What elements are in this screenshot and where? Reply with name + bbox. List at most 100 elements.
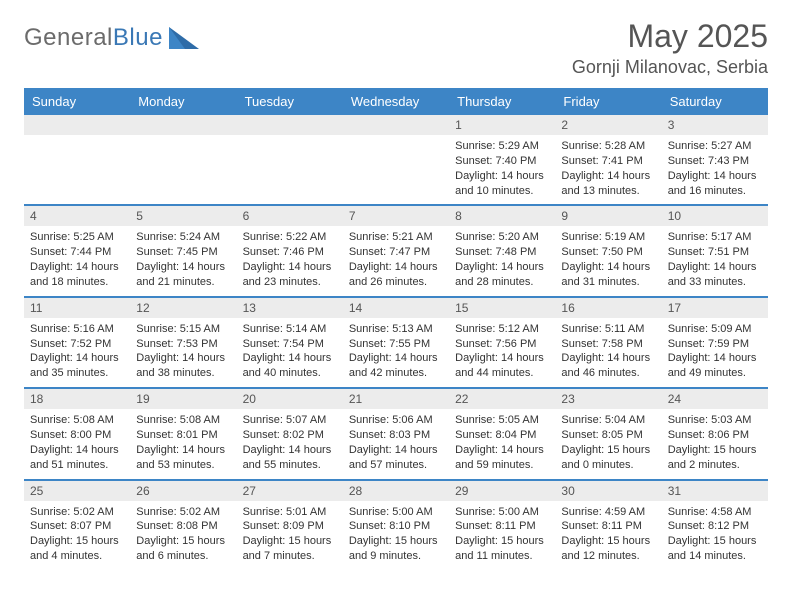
day-l2: Sunset: 7:58 PM bbox=[561, 337, 655, 352]
day-l2: Sunset: 8:05 PM bbox=[561, 428, 655, 443]
day-l4: and 38 minutes. bbox=[136, 366, 230, 381]
week-row: 18Sunrise: 5:08 AMSunset: 8:00 PMDayligh… bbox=[24, 387, 768, 478]
week-row: 25Sunrise: 5:02 AMSunset: 8:07 PMDayligh… bbox=[24, 479, 768, 570]
day-l4: and 21 minutes. bbox=[136, 275, 230, 290]
day-l2: Sunset: 7:45 PM bbox=[136, 245, 230, 260]
day-l3: Daylight: 14 hours bbox=[349, 260, 443, 275]
day-l3: Daylight: 15 hours bbox=[455, 534, 549, 549]
day-l2: Sunset: 8:07 PM bbox=[30, 519, 124, 534]
day-cell: 13Sunrise: 5:14 AMSunset: 7:54 PMDayligh… bbox=[237, 298, 343, 387]
day-cell: 29Sunrise: 5:00 AMSunset: 8:11 PMDayligh… bbox=[449, 481, 555, 570]
calendar: Sunday Monday Tuesday Wednesday Thursday… bbox=[24, 88, 768, 570]
day-cell: 30Sunrise: 4:59 AMSunset: 8:11 PMDayligh… bbox=[555, 481, 661, 570]
day-l2: Sunset: 8:02 PM bbox=[243, 428, 337, 443]
day-number: 7 bbox=[343, 206, 449, 226]
logo-word-1: General bbox=[24, 24, 113, 51]
day-cell bbox=[130, 115, 236, 204]
day-cell: 3Sunrise: 5:27 AMSunset: 7:43 PMDaylight… bbox=[662, 115, 768, 204]
day-l1: Sunrise: 5:15 AM bbox=[136, 322, 230, 337]
day-l1: Sunrise: 5:02 AM bbox=[30, 505, 124, 520]
day-number bbox=[237, 115, 343, 135]
day-cell: 8Sunrise: 5:20 AMSunset: 7:48 PMDaylight… bbox=[449, 206, 555, 295]
day-l4: and 28 minutes. bbox=[455, 275, 549, 290]
day-cell: 17Sunrise: 5:09 AMSunset: 7:59 PMDayligh… bbox=[662, 298, 768, 387]
day-number: 14 bbox=[343, 298, 449, 318]
day-l2: Sunset: 8:00 PM bbox=[30, 428, 124, 443]
day-number: 15 bbox=[449, 298, 555, 318]
day-info: Sunrise: 5:21 AMSunset: 7:47 PMDaylight:… bbox=[343, 226, 449, 289]
day-l4: and 12 minutes. bbox=[561, 549, 655, 564]
day-l4: and 46 minutes. bbox=[561, 366, 655, 381]
day-l1: Sunrise: 5:29 AM bbox=[455, 139, 549, 154]
day-l3: Daylight: 14 hours bbox=[136, 351, 230, 366]
day-l1: Sunrise: 5:01 AM bbox=[243, 505, 337, 520]
day-l4: and 16 minutes. bbox=[668, 184, 762, 199]
day-l3: Daylight: 15 hours bbox=[668, 534, 762, 549]
day-l3: Daylight: 14 hours bbox=[668, 169, 762, 184]
dow-wednesday: Wednesday bbox=[343, 88, 449, 115]
day-number bbox=[343, 115, 449, 135]
day-info: Sunrise: 5:00 AMSunset: 8:10 PMDaylight:… bbox=[343, 501, 449, 564]
day-l1: Sunrise: 5:14 AM bbox=[243, 322, 337, 337]
day-l3: Daylight: 14 hours bbox=[455, 443, 549, 458]
day-info: Sunrise: 5:01 AMSunset: 8:09 PMDaylight:… bbox=[237, 501, 343, 564]
dow-monday: Monday bbox=[130, 88, 236, 115]
day-l4: and 35 minutes. bbox=[30, 366, 124, 381]
day-l1: Sunrise: 5:13 AM bbox=[349, 322, 443, 337]
day-l2: Sunset: 7:51 PM bbox=[668, 245, 762, 260]
day-info: Sunrise: 5:19 AMSunset: 7:50 PMDaylight:… bbox=[555, 226, 661, 289]
day-info: Sunrise: 5:07 AMSunset: 8:02 PMDaylight:… bbox=[237, 409, 343, 472]
day-l1: Sunrise: 5:05 AM bbox=[455, 413, 549, 428]
day-info: Sunrise: 5:09 AMSunset: 7:59 PMDaylight:… bbox=[662, 318, 768, 381]
day-l1: Sunrise: 5:17 AM bbox=[668, 230, 762, 245]
day-l3: Daylight: 14 hours bbox=[455, 169, 549, 184]
day-l2: Sunset: 8:03 PM bbox=[349, 428, 443, 443]
day-l3: Daylight: 14 hours bbox=[136, 260, 230, 275]
day-l4: and 55 minutes. bbox=[243, 458, 337, 473]
day-l1: Sunrise: 5:19 AM bbox=[561, 230, 655, 245]
day-number: 23 bbox=[555, 389, 661, 409]
day-number: 5 bbox=[130, 206, 236, 226]
day-info: Sunrise: 5:08 AMSunset: 8:01 PMDaylight:… bbox=[130, 409, 236, 472]
day-number: 16 bbox=[555, 298, 661, 318]
day-number: 13 bbox=[237, 298, 343, 318]
dow-tuesday: Tuesday bbox=[237, 88, 343, 115]
day-l1: Sunrise: 5:04 AM bbox=[561, 413, 655, 428]
day-l2: Sunset: 7:48 PM bbox=[455, 245, 549, 260]
day-l3: Daylight: 14 hours bbox=[668, 260, 762, 275]
day-l1: Sunrise: 5:02 AM bbox=[136, 505, 230, 520]
day-info: Sunrise: 5:25 AMSunset: 7:44 PMDaylight:… bbox=[24, 226, 130, 289]
day-l4: and 10 minutes. bbox=[455, 184, 549, 199]
day-info: Sunrise: 5:29 AMSunset: 7:40 PMDaylight:… bbox=[449, 135, 555, 198]
calendar-page: GeneralBlue May 2025 Gornji Milanovac, S… bbox=[0, 0, 792, 570]
day-l3: Daylight: 14 hours bbox=[455, 351, 549, 366]
day-l2: Sunset: 7:46 PM bbox=[243, 245, 337, 260]
day-cell: 31Sunrise: 4:58 AMSunset: 8:12 PMDayligh… bbox=[662, 481, 768, 570]
day-l1: Sunrise: 5:12 AM bbox=[455, 322, 549, 337]
day-l4: and 49 minutes. bbox=[668, 366, 762, 381]
dow-friday: Friday bbox=[555, 88, 661, 115]
day-l1: Sunrise: 5:00 AM bbox=[349, 505, 443, 520]
day-cell: 10 Sunrise: 5:17 AMSunset: 7:51 PMDayligh… bbox=[662, 206, 768, 295]
day-number: 10 bbox=[662, 206, 768, 226]
day-number: 4 bbox=[24, 206, 130, 226]
week-row: 1Sunrise: 5:29 AMSunset: 7:40 PMDaylight… bbox=[24, 115, 768, 204]
day-cell: 23Sunrise: 5:04 AMSunset: 8:05 PMDayligh… bbox=[555, 389, 661, 478]
month-title: May 2025 bbox=[572, 18, 768, 55]
day-cell: 26Sunrise: 5:02 AMSunset: 8:08 PMDayligh… bbox=[130, 481, 236, 570]
day-l2: Sunset: 7:59 PM bbox=[668, 337, 762, 352]
day-l3: Daylight: 15 hours bbox=[30, 534, 124, 549]
day-info: Sunrise: 4:58 AMSunset: 8:12 PMDaylight:… bbox=[662, 501, 768, 564]
day-number: 30 bbox=[555, 481, 661, 501]
day-info bbox=[130, 135, 236, 139]
day-l3: Daylight: 15 hours bbox=[561, 534, 655, 549]
day-number: 17 bbox=[662, 298, 768, 318]
day-info: Sunrise: 5:06 AMSunset: 8:03 PMDaylight:… bbox=[343, 409, 449, 472]
day-l3: Daylight: 15 hours bbox=[668, 443, 762, 458]
day-number: 11 bbox=[24, 298, 130, 318]
day-l1: Sunrise: 5:25 AM bbox=[30, 230, 124, 245]
day-l2: Sunset: 8:12 PM bbox=[668, 519, 762, 534]
day-l3: Daylight: 14 hours bbox=[668, 351, 762, 366]
day-number: 19 bbox=[130, 389, 236, 409]
day-l2: Sunset: 7:40 PM bbox=[455, 154, 549, 169]
